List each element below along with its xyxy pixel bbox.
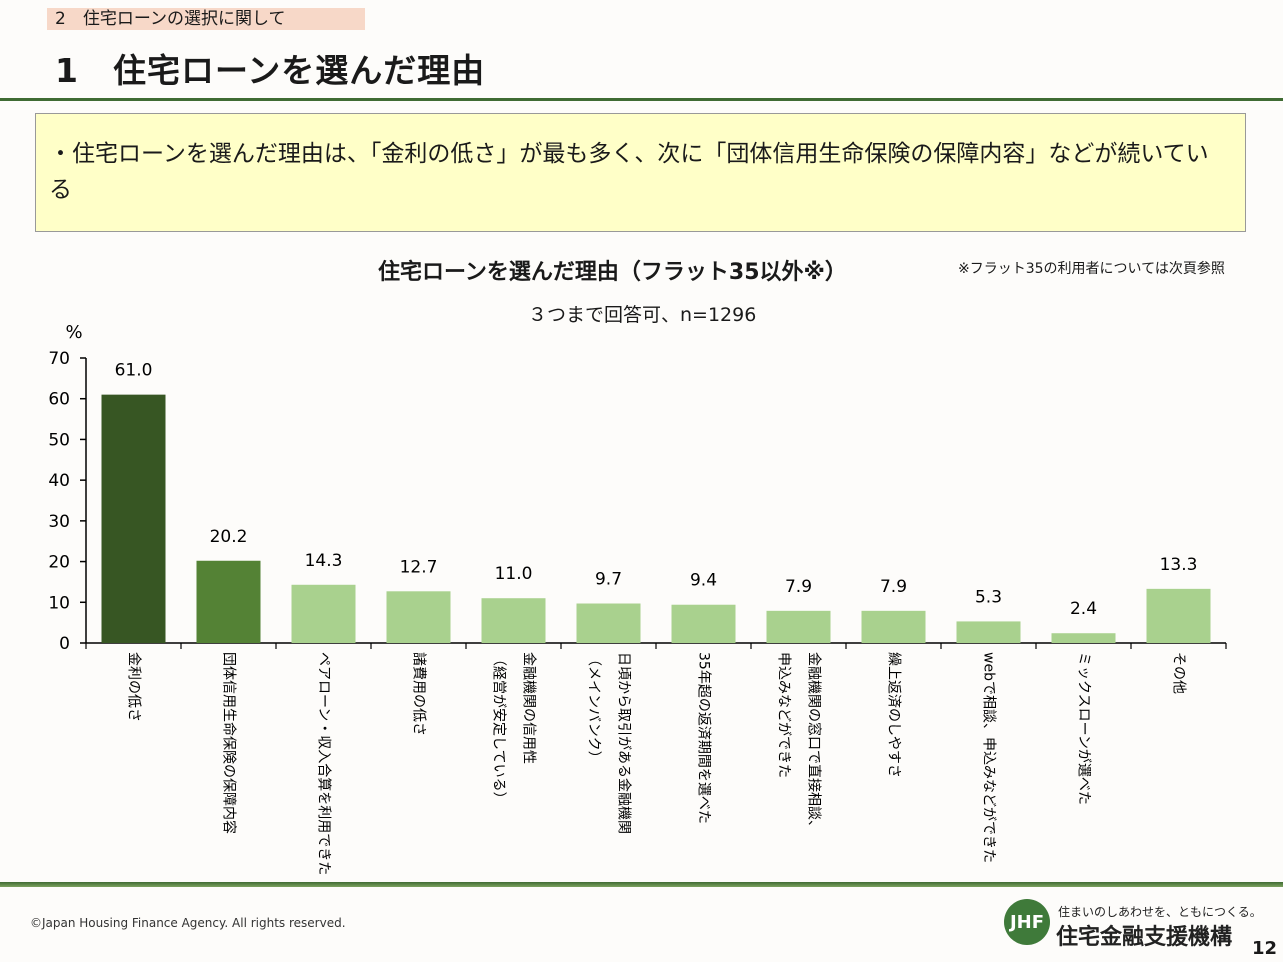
bar — [291, 584, 356, 643]
category-label: webで相談、申込みなどができた — [981, 652, 997, 863]
bar — [481, 598, 546, 643]
y-tick-label: 40 — [48, 471, 70, 491]
summary-box: ・住宅ローンを選んだ理由は、「金利の低さ」が最も多く、次に「団体信用生命保険の保… — [35, 113, 1246, 232]
data-label: 2.4 — [1070, 599, 1097, 619]
y-tick-label: 20 — [48, 553, 70, 573]
data-label: 61.0 — [115, 361, 153, 381]
data-label: 7.9 — [785, 577, 812, 597]
category-label: 35年超の返済期間を選べた — [696, 652, 712, 824]
y-tick-label: 0 — [59, 634, 70, 654]
data-label: 11.0 — [495, 564, 533, 584]
logo-tagline: 住まいのしあわせを、ともにつくる。 — [1058, 905, 1262, 919]
title-divider — [0, 98, 1283, 101]
category-label: 日頃から取引がある金融機関 — [616, 652, 632, 834]
chart-note: ※フラット35の利用者については次頁参照 — [958, 261, 1225, 277]
bar — [196, 560, 261, 643]
logo-mark-icon: JHF — [1004, 899, 1050, 945]
y-tick-label: 30 — [48, 512, 70, 532]
copyright: ©Japan Housing Finance Agency. All right… — [30, 916, 346, 930]
y-tick-label: 50 — [48, 430, 70, 450]
data-label: 20.2 — [210, 527, 248, 547]
data-label: 7.9 — [880, 577, 907, 597]
y-tick-label: 10 — [48, 593, 70, 613]
category-label: 申込みなどができた — [776, 652, 792, 778]
chart-subtitle: ３つまで回答可、n=1296 — [528, 304, 757, 326]
data-label: 9.7 — [595, 570, 622, 590]
data-label: 9.4 — [690, 571, 717, 591]
bar — [1146, 588, 1211, 643]
category-label: ミックスローンが選べた — [1076, 652, 1092, 805]
bar — [861, 610, 926, 643]
category-label: 団体信用生命保険の保障内容 — [221, 652, 238, 834]
category-label: （メインバンク） — [586, 652, 602, 765]
bar — [1051, 633, 1116, 643]
category-label: 金利の低さ — [126, 652, 142, 722]
logo-org-name: 住宅金融支援機構 — [1056, 925, 1233, 950]
category-label: 金融機関の信用性 — [521, 652, 537, 764]
category-label: 諸費用の低さ — [411, 652, 427, 736]
category-label: その他 — [1171, 652, 1187, 694]
page-title: 1 住宅ローンを選んだ理由 — [55, 51, 486, 90]
section-label: 2 住宅ローンの選択に関して — [47, 8, 365, 30]
bar — [671, 604, 736, 643]
data-label: 12.7 — [400, 557, 438, 577]
bar — [956, 621, 1021, 643]
category-label: （経営が安定している） — [491, 652, 507, 806]
y-axis-label: % — [65, 322, 82, 343]
chart-title: 住宅ローンを選んだ理由（フラット35以外※） — [378, 260, 847, 285]
bar — [101, 394, 166, 643]
category-label: 金融機関の窓口で直接相談、 — [806, 652, 823, 834]
data-label: 14.3 — [305, 551, 343, 571]
category-label: ペアローン・収入合算を利用できた — [316, 652, 332, 875]
footer-divider — [0, 882, 1283, 887]
y-tick-label: 70 — [48, 349, 70, 369]
data-label: 5.3 — [975, 587, 1002, 607]
bar — [576, 603, 641, 643]
page-number: 12 — [1252, 938, 1278, 959]
bar — [386, 591, 451, 643]
bar — [766, 610, 831, 643]
y-tick-label: 60 — [48, 390, 70, 410]
data-label: 13.3 — [1160, 555, 1198, 575]
category-label: 繰上返済のしやすさ — [886, 652, 902, 778]
